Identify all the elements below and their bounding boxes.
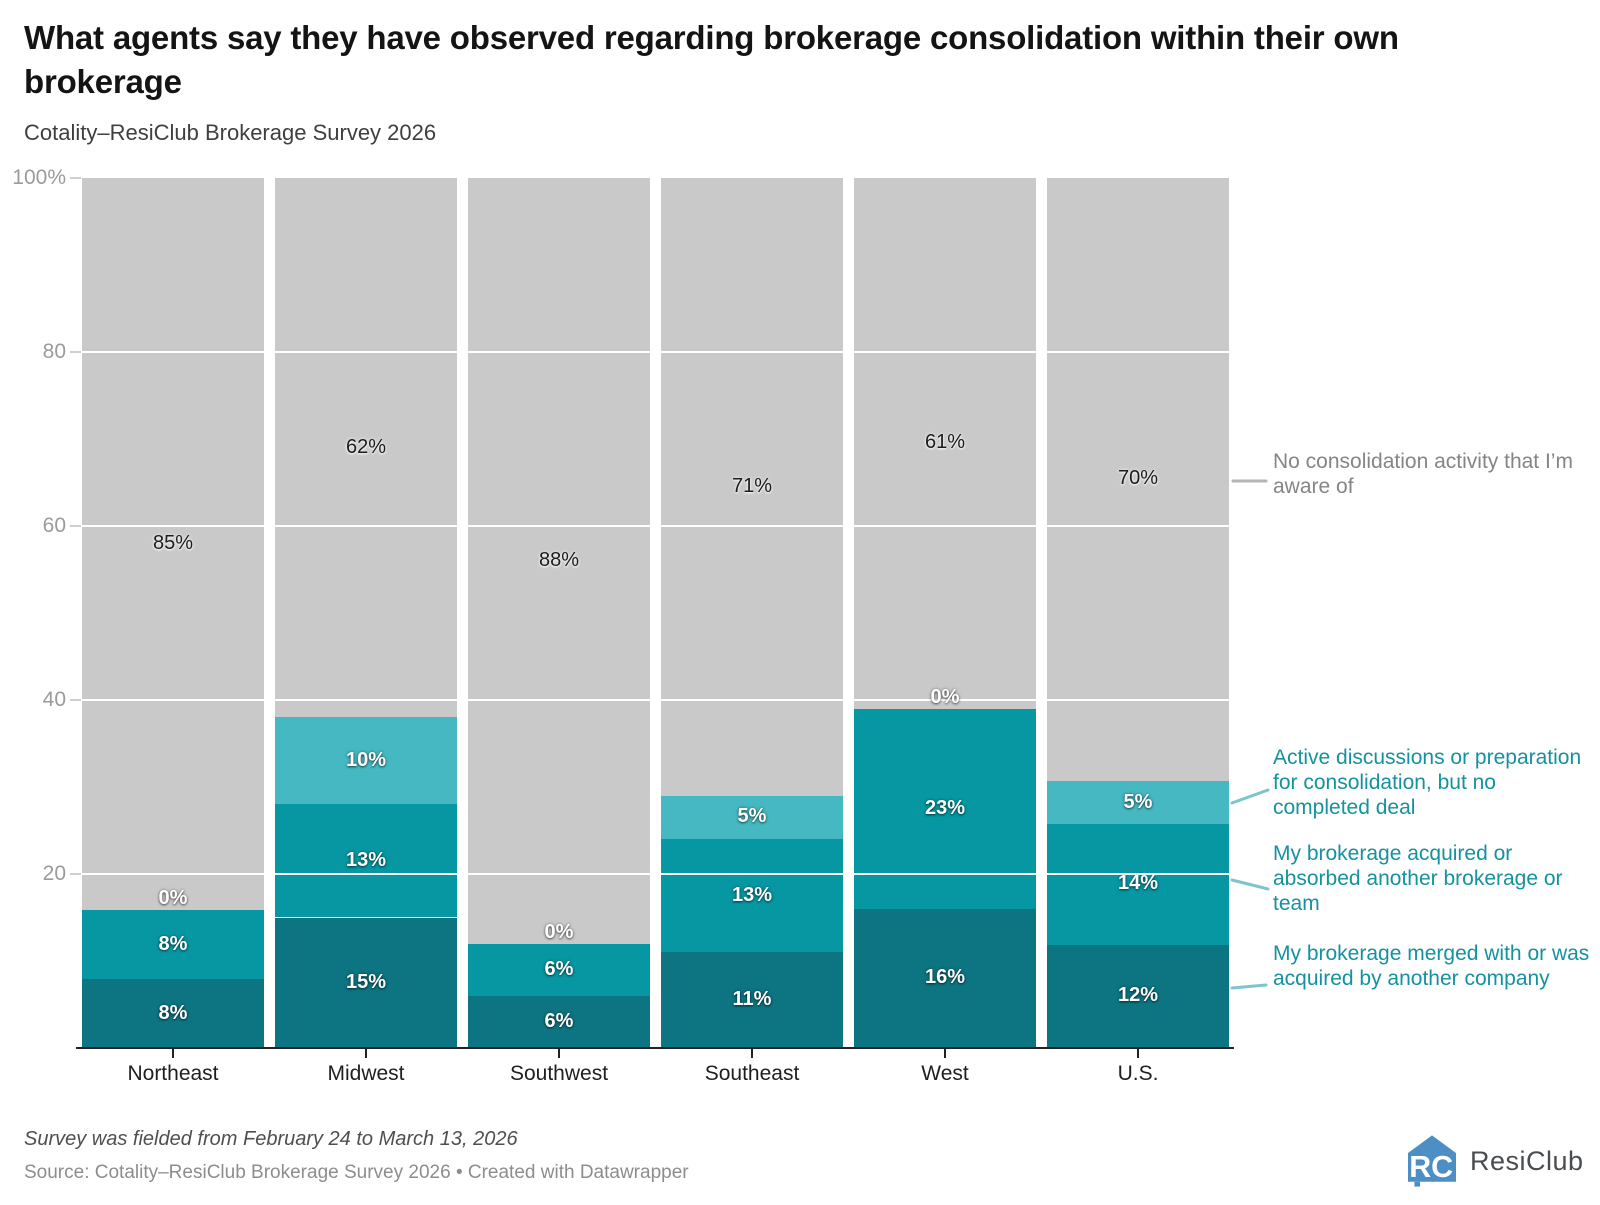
y-axis-tick-mark [70, 177, 81, 179]
y-axis-tick-label: 20 [42, 862, 66, 885]
bar-segment-us-s1[interactable] [1047, 824, 1229, 945]
bar-segment-us-s3[interactable] [1047, 178, 1229, 781]
footer-note: Survey was fielded from February 24 to M… [24, 1128, 518, 1150]
x-axis-category-label: Southwest [509, 1062, 609, 1085]
legend-label-series-1: My brokerage acquired or absorbed anothe… [1273, 842, 1563, 915]
y-axis-tick-label: 60 [42, 514, 66, 537]
footer-source: Source: Cotality–ResiClub Brokerage Surv… [24, 1162, 689, 1183]
bar-segment-southwest-s3[interactable] [468, 178, 650, 944]
x-axis-category-label: Midwest [327, 1062, 405, 1085]
bar-segment-midwest-s3[interactable] [275, 178, 457, 718]
bar-segment-midwest-s1[interactable] [275, 804, 457, 918]
y-axis-tick-mark [70, 873, 81, 875]
bar-segment-southwest-s1[interactable] [468, 943, 650, 996]
legend-label-series-2: Active discussions or preparation for co… [1273, 746, 1582, 819]
bar-segment-us-s0[interactable] [1047, 944, 1229, 1048]
x-axis-category-label: Northeast [127, 1062, 219, 1085]
resiclub-house-icon: RC [1408, 1135, 1456, 1187]
bar-segment-west-s3[interactable] [854, 178, 1036, 709]
bar-segment-northeast-s1[interactable] [82, 910, 264, 980]
chart-subtitle: Cotality–ResiClub Brokerage Survey 2026 [24, 120, 437, 145]
x-axis-tick-mark [172, 1049, 174, 1058]
bar-segment-northeast-s0[interactable] [82, 979, 264, 1048]
x-axis-tick-mark [751, 1049, 753, 1058]
x-axis-tick-mark [944, 1049, 946, 1058]
resiclub-logo[interactable]: RC ResiClub [1408, 1133, 1598, 1189]
bar-segment-west-s0[interactable] [854, 908, 1036, 1048]
y-axis-tick-label: 80 [42, 340, 66, 363]
x-axis-tick-mark [558, 1049, 560, 1058]
x-axis-category-label: West [921, 1062, 969, 1085]
x-axis-tick-mark [365, 1049, 367, 1058]
resiclub-logo-text: ResiClub [1470, 1145, 1584, 1176]
chart-title: What agents say they have observed regar… [24, 19, 1399, 100]
legend-label-series-3: No consolidation activity that I’m aware… [1273, 450, 1573, 498]
gridline [82, 873, 1229, 875]
gridline [82, 351, 1229, 353]
bar-segment-northeast-s3[interactable] [82, 178, 264, 911]
y-axis-tick-label: 100% [12, 166, 66, 189]
x-axis-category-label: U.S. [1117, 1062, 1159, 1085]
y-axis-tick-mark [70, 351, 81, 353]
bar-segment-us-s2[interactable] [1047, 780, 1229, 825]
svg-text:RC: RC [1409, 1150, 1453, 1184]
gridline [82, 699, 1229, 701]
x-axis-line [76, 1047, 1234, 1049]
x-axis-tick-mark [1137, 1049, 1139, 1058]
y-axis-tick-mark [70, 525, 81, 527]
legend-label-series-0: My brokerage merged with or was acquired… [1273, 942, 1590, 990]
gridline [82, 525, 1229, 527]
x-axis-category-label: Southeast [704, 1062, 800, 1085]
bar-segment-southeast-s1[interactable] [661, 839, 843, 953]
bar-segment-southeast-s0[interactable] [661, 952, 843, 1048]
bar-segment-midwest-s0[interactable] [275, 917, 457, 1048]
bar-segment-midwest-s2[interactable] [275, 717, 457, 805]
y-axis-tick-label: 40 [42, 688, 66, 711]
bar-segment-west-s1[interactable] [854, 708, 1036, 909]
bar-segment-southeast-s3[interactable] [661, 178, 843, 796]
y-axis-tick-mark [70, 699, 81, 701]
bar-segment-southwest-s0[interactable] [468, 995, 650, 1048]
bar-segment-southeast-s2[interactable] [661, 795, 843, 840]
